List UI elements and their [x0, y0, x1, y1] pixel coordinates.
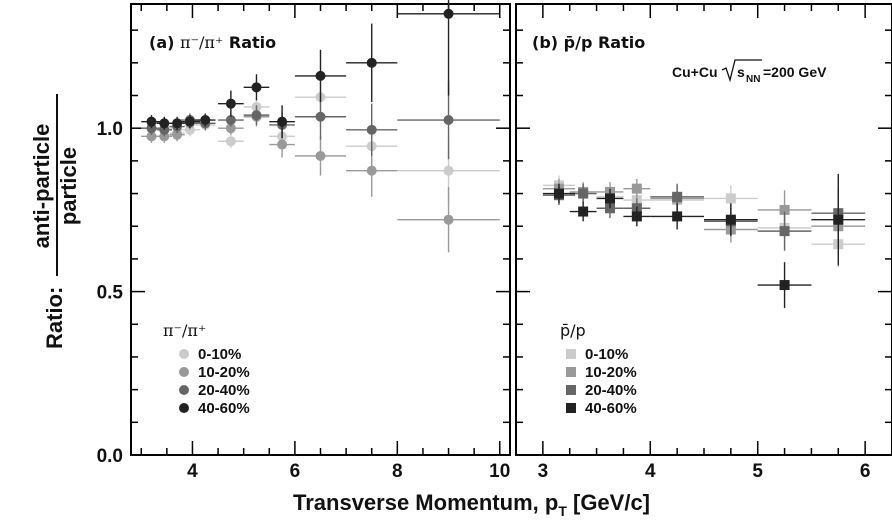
legend-label: 40-60% — [198, 400, 250, 417]
data-point — [811, 173, 866, 266]
x-tick-label: 5 — [752, 461, 763, 482]
data-point — [704, 203, 758, 237]
system-sub: NN — [746, 74, 760, 85]
legend-entry: 40-60% — [566, 400, 637, 417]
collision-system-label: Cu+Cu s NN =200 GeV — [672, 59, 827, 85]
y-tick-label: 1.0 — [97, 119, 123, 140]
x-tick-label: 6 — [290, 461, 301, 482]
panel-a-ticks: 4 6 8 10 0.0 0.5 1.0 — [97, 4, 510, 482]
panel-b-title: (b) p̄/p Ratio — [532, 33, 645, 52]
system-prefix: Cu+Cu — [672, 64, 718, 80]
panel-a-title: (a) π⁻/π⁺ Ratio — [149, 33, 276, 52]
data-point — [179, 115, 201, 129]
panel-a-legend-title: π⁻/π⁺ — [163, 321, 206, 340]
x-tick-label: 6 — [860, 461, 871, 482]
data-point — [623, 178, 651, 199]
data-point — [623, 206, 651, 227]
panel-b-data-points — [542, 173, 866, 308]
y-axis-prefix: Ratio: — [42, 287, 67, 349]
panel-b-legend: 0-10%10-20%20-40%40-60% — [566, 346, 637, 417]
data-point — [569, 201, 597, 222]
y-axis-numerator: anti-particle — [29, 124, 54, 249]
system-s: s — [737, 64, 745, 80]
x-tick-label: 8 — [392, 461, 403, 482]
x-tick-label: 3 — [538, 461, 549, 482]
legend-label: 10-20% — [198, 364, 250, 381]
data-point — [294, 136, 347, 176]
data-point — [397, 0, 500, 96]
data-point — [218, 90, 244, 117]
data-point — [243, 74, 270, 101]
legend-entry: 20-40% — [566, 382, 637, 399]
y-tick-label: 0.0 — [97, 446, 123, 467]
panel-b-ticks: 3 4 5 6 — [515, 4, 892, 482]
data-point — [294, 49, 347, 103]
data-point — [218, 134, 244, 148]
legend-label: 0-10% — [585, 346, 628, 363]
y-axis-title: Ratio: anti-particle particle — [29, 94, 81, 349]
x-tick-label: 4 — [187, 461, 198, 482]
legend-entry: 0-10% — [566, 346, 628, 363]
legend-label: 20-40% — [198, 382, 250, 399]
legend-label: 40-60% — [585, 400, 637, 417]
data-point — [269, 105, 295, 138]
legend-label: 10-20% — [585, 364, 637, 381]
data-point — [169, 116, 185, 130]
system-energy: =200 GeV — [763, 64, 827, 80]
y-tick-label: 0.5 — [97, 283, 124, 304]
x-tick-label: 4 — [645, 461, 656, 482]
x-axis-title: Transverse Momentum, pT [GeV/c] — [293, 490, 650, 519]
panel-a-data-points — [141, 0, 500, 253]
data-point — [650, 203, 704, 230]
legend-label: 20-40% — [585, 382, 637, 399]
panel-a-pion-ratio: 4 6 8 10 0.0 0.5 1.0 (a) π⁻/π⁺ Ratio π⁻/π⁺ 0-1… — [97, 0, 511, 482]
legend-entry: 10-20% — [179, 364, 250, 381]
y-axis-denominator: particle — [56, 147, 81, 225]
data-point — [542, 183, 576, 204]
data-point — [346, 103, 398, 156]
legend-entry: 0-10% — [179, 346, 241, 363]
data-point — [596, 188, 624, 209]
sqrt-icon — [721, 59, 762, 83]
data-point — [195, 113, 216, 127]
legend-entry: 10-20% — [566, 364, 637, 381]
legend-entry: 20-40% — [179, 382, 250, 399]
legend-entry: 40-60% — [179, 400, 250, 417]
data-point — [757, 211, 812, 251]
data-point — [243, 105, 270, 125]
data-point — [757, 262, 812, 308]
x-tick-label: 10 — [489, 461, 510, 482]
panel-a-legend: 0-10%10-20%20-40%40-60% — [179, 346, 250, 417]
legend-label: 0-10% — [198, 346, 241, 363]
panel-b-legend-title: p̄/p — [560, 321, 586, 340]
data-point — [141, 115, 162, 129]
data-point — [397, 187, 500, 253]
data-point — [346, 23, 398, 103]
